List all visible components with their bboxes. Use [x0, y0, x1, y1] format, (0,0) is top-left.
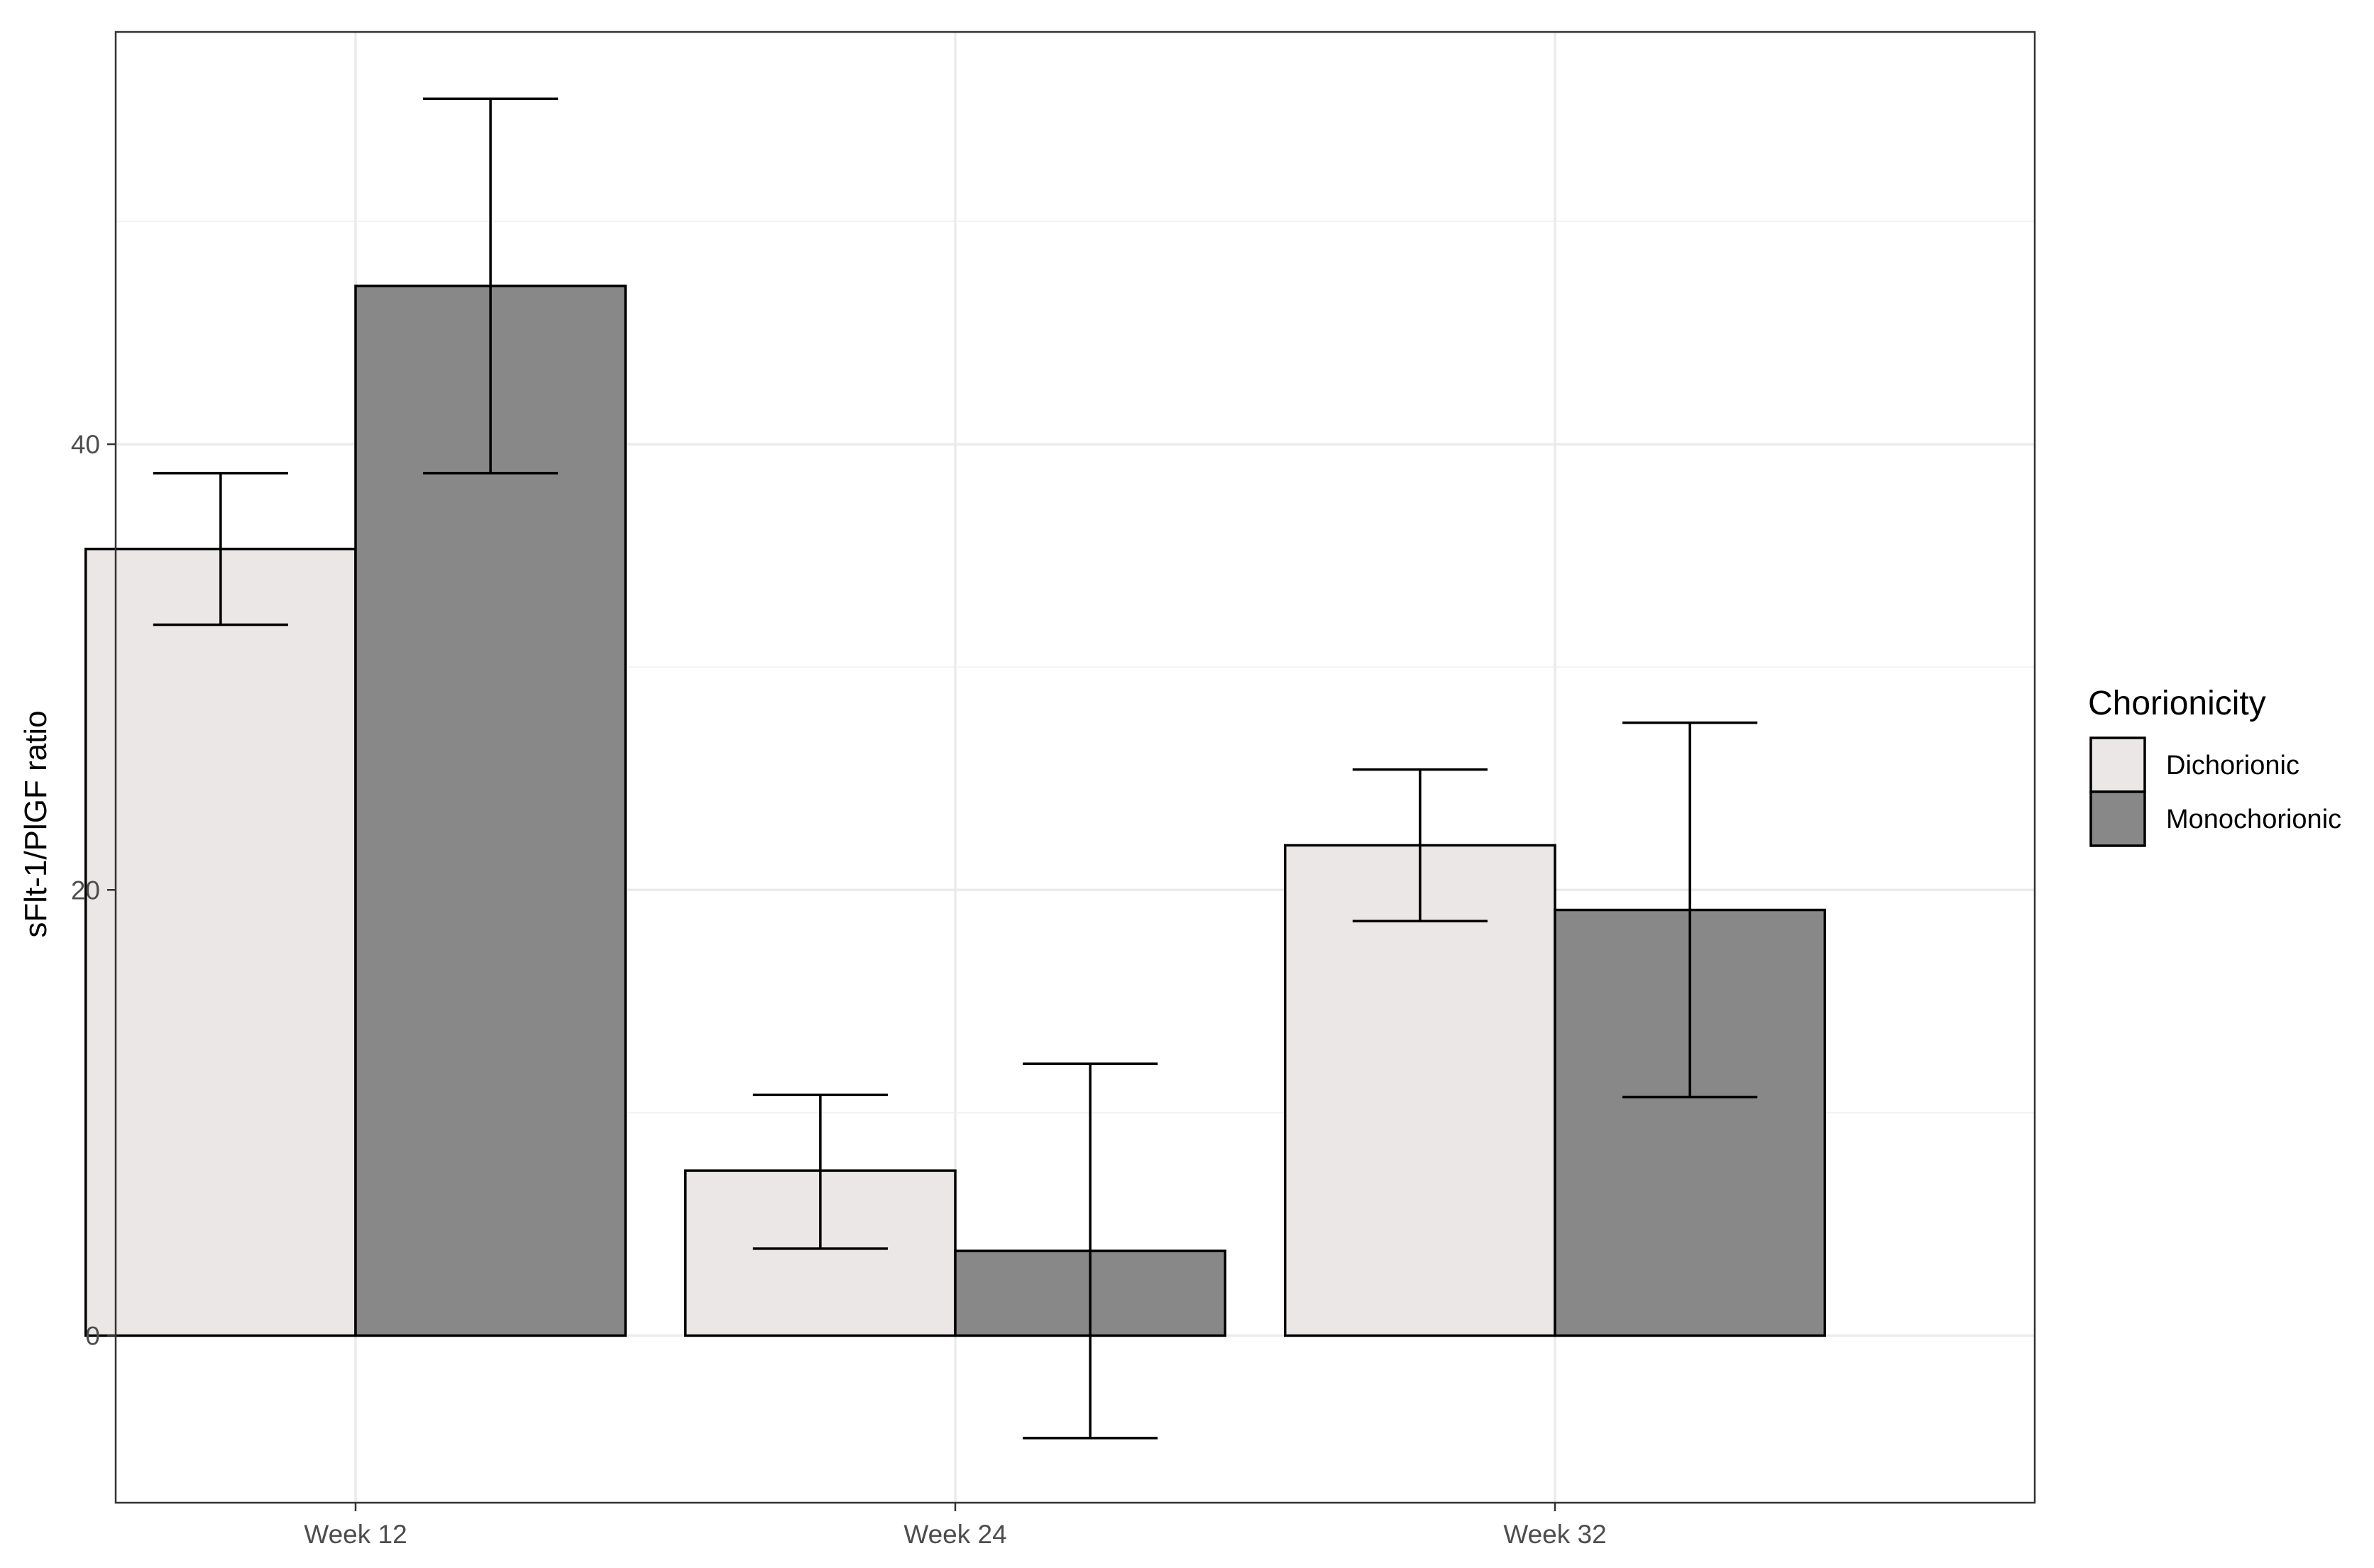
y-tick-label: 0 [85, 1321, 100, 1350]
x-axis: Week 12 Week 24 Week 32 [304, 1503, 1607, 1549]
y-axis-title: sFlt-1/PlGF ratio [18, 710, 53, 937]
x-tick-label: Week 12 [304, 1520, 407, 1549]
bar [1284, 844, 1556, 1337]
legend: Chorionicity Dichorionic Monochorionic [2088, 685, 2341, 847]
y-tick-label: 20 [71, 876, 100, 905]
y-tick-label: 40 [71, 430, 100, 459]
legend-label: Dichorionic [2166, 751, 2299, 780]
legend-key [2089, 736, 2146, 793]
x-tick-label: Week 24 [903, 1520, 1006, 1549]
y-axis: 0 20 40 [71, 430, 116, 1350]
legend-key [2089, 790, 2146, 847]
panel-border [114, 31, 2036, 1504]
error-bars-layer [153, 97, 1758, 1440]
bar [84, 547, 357, 1337]
legend-title: Chorionicity [2088, 685, 2266, 722]
legend-label: Monochorionic [2166, 805, 2341, 834]
x-tick-label: Week 32 [1503, 1520, 1606, 1549]
